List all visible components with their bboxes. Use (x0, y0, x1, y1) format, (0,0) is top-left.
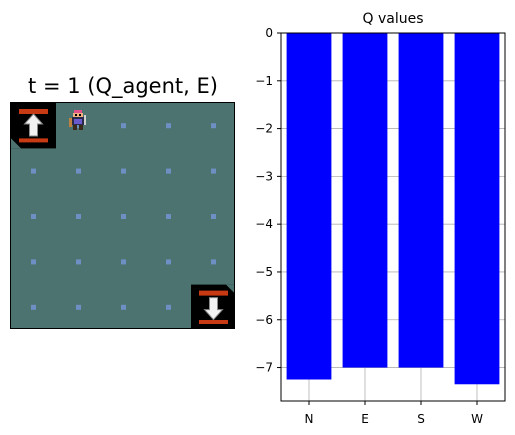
grid-cell-dot (211, 259, 216, 265)
grid-cell-dot (31, 304, 36, 310)
grid-cell-dot (31, 214, 36, 219)
bar-W (454, 33, 500, 385)
up-arrow-tile-icon (11, 103, 56, 149)
plot-frame (280, 32, 506, 402)
grid-cell-dot (121, 214, 126, 219)
grid-cell-dot (31, 259, 36, 265)
x-tick-label: W (471, 412, 483, 426)
grid-cell-dot (121, 259, 126, 265)
y-tick-label: 0 (265, 26, 273, 40)
grid-cell-dot (121, 123, 126, 129)
bar-S (398, 33, 444, 368)
grid-cell-dot (121, 304, 126, 310)
grid-cell-dot (166, 214, 171, 219)
grid-cell-dot (166, 168, 171, 174)
grid-cell-dot (211, 123, 216, 129)
y-tick-label: −6 (255, 313, 273, 327)
y-tick-label: −5 (255, 265, 273, 279)
x-tick-label: N (305, 412, 314, 426)
chart-title: Q values (362, 11, 423, 27)
grid-cell-dot (211, 214, 216, 219)
grid-cell-dot (76, 123, 81, 129)
grid-cell-dot (166, 304, 171, 310)
x-tick-label: S (417, 412, 425, 426)
gridworld-board (10, 102, 235, 329)
y-tick-label: −7 (255, 361, 273, 375)
y-tick-label: −3 (255, 169, 273, 183)
y-tick-label: −4 (255, 217, 273, 231)
y-tick-label: −2 (255, 122, 273, 136)
game-title: t = 1 (Q_agent, E) (28, 74, 218, 98)
bar-E (342, 33, 388, 368)
grid-cell-dot (166, 123, 171, 129)
grid-cell-dot (76, 168, 81, 174)
down-arrow-tile-icon (191, 284, 234, 328)
grid-cell-dot (211, 168, 216, 174)
bar-N (286, 33, 332, 380)
gridworld-canvas (11, 103, 234, 328)
knight-sprite-icon (69, 110, 86, 130)
grid-cell-dot (166, 259, 171, 265)
grid-cell-dot (31, 168, 36, 174)
grid-cell-dot (76, 214, 81, 219)
grid-cell-dot (121, 168, 126, 174)
y-tick-label: −1 (255, 74, 273, 88)
grid-cell-dot (76, 304, 81, 310)
grid-cell-dot (76, 259, 81, 265)
x-tick-label: E (361, 412, 369, 426)
